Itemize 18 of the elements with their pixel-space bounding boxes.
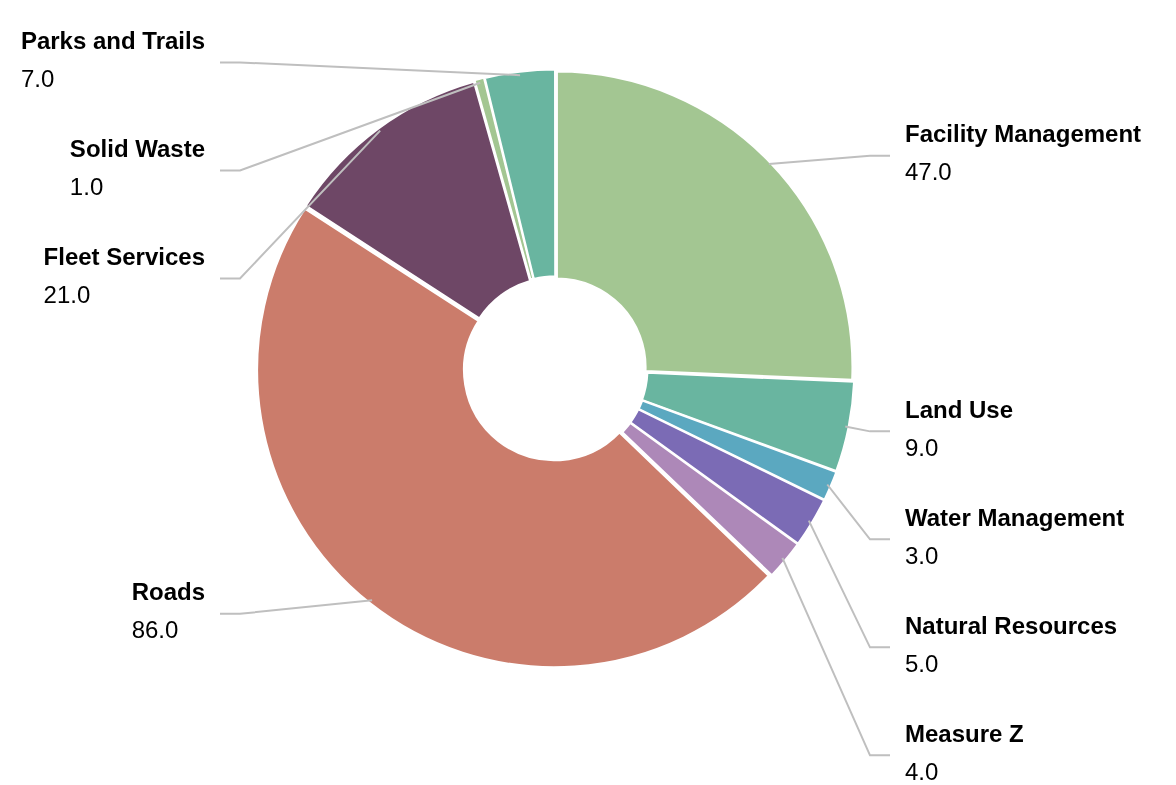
data-label: 5.0 — [905, 649, 939, 677]
slice-label: Fleet Services — [43, 243, 205, 271]
data-label: 86.0 — [131, 616, 179, 644]
data-label: 7.0 — [20, 65, 55, 93]
slice-label: Solid Waste — [69, 135, 206, 163]
data-label: 3.0 — [905, 541, 939, 569]
slice-label: Roads — [131, 578, 206, 606]
slice-label: Land Use — [905, 395, 1014, 423]
data-label: 1.0 — [69, 173, 104, 201]
slice-label: Parks and Trails — [20, 27, 206, 55]
slice-label: Measure Z — [905, 719, 1024, 747]
data-label: 9.0 — [905, 433, 939, 461]
data-label: 47.0 — [905, 158, 952, 186]
slice-label: Water Management — [905, 503, 1125, 531]
slice-label: Natural Resources — [905, 611, 1118, 639]
data-label: 21.0 — [43, 281, 91, 309]
slice-label: Facility Management — [905, 120, 1142, 148]
data-label: 4.0 — [905, 757, 939, 785]
